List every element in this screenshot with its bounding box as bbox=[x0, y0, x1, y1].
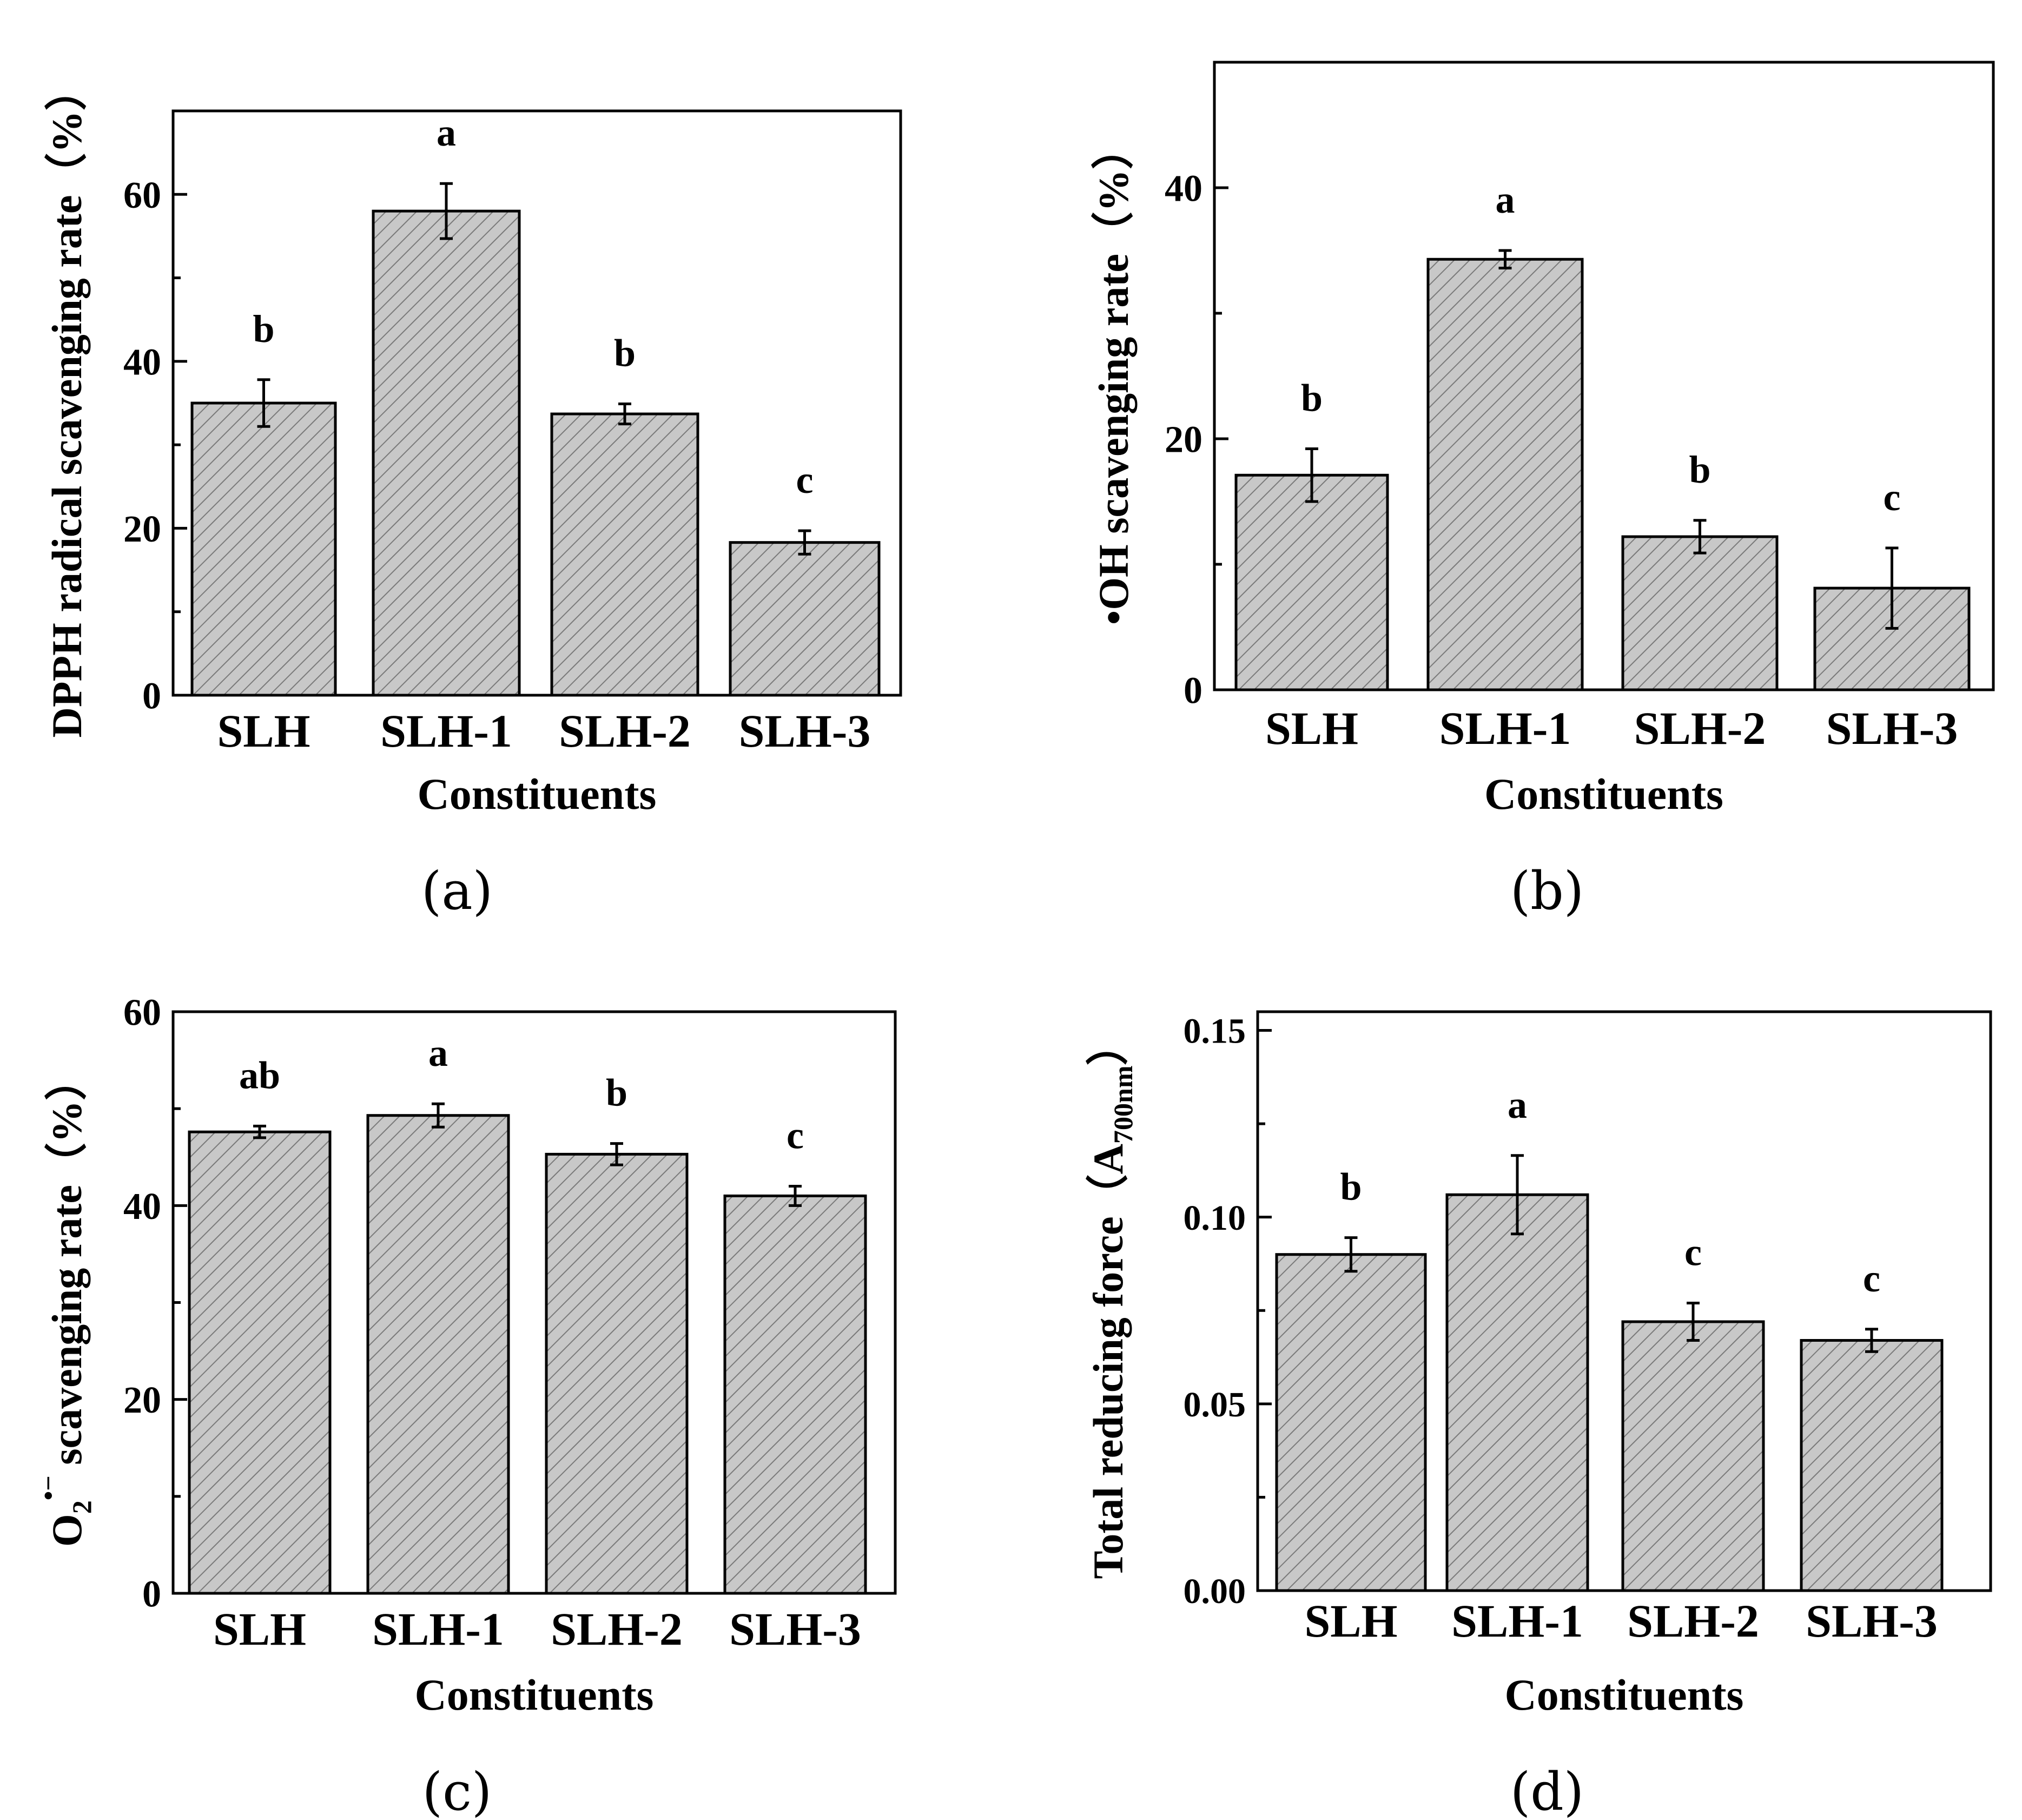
panel-2: b SLH a SLH-1 b SLH-2 c SLH-3 0 20 40 Constituents •… bbox=[1090, 61, 1995, 921]
bar-slh-1 bbox=[372, 209, 521, 697]
error-bar bbox=[789, 1185, 802, 1207]
significance-letter: c bbox=[787, 1114, 804, 1157]
error-bar bbox=[432, 1102, 445, 1129]
significance-letter: a bbox=[1496, 178, 1515, 221]
error-bar bbox=[1693, 519, 1707, 555]
x-tick-label: SLH bbox=[1265, 702, 1358, 754]
plot-frame bbox=[1213, 61, 1995, 691]
x-tick-label: SLH-1 bbox=[372, 1603, 504, 1655]
significance-letter: c bbox=[796, 458, 814, 502]
y-tick-label: 0 bbox=[142, 1574, 161, 1615]
panel-1: b SLH a SLH-1 b SLH-2 c SLH-3 0 20 40 60 Constituent… bbox=[43, 69, 902, 921]
x-tick-label: SLH-3 bbox=[1826, 702, 1958, 754]
x-tick-label: SLH bbox=[217, 705, 310, 757]
error-bar bbox=[1498, 249, 1512, 269]
significance-letter: c bbox=[1884, 476, 1901, 519]
panel-4: b SLH a SLH-1 c SLH-2 c SLH-3 0.00 0.05 0.10 0.15 Co… bbox=[1085, 1010, 1992, 1820]
y-tick-label: 60 bbox=[123, 992, 161, 1034]
error-bar bbox=[1511, 1154, 1524, 1236]
panel-caption: (d) bbox=[1510, 1762, 1584, 1820]
x-tick-label: SLH-1 bbox=[1451, 1595, 1583, 1647]
significance-letter: c bbox=[1684, 1230, 1702, 1274]
panel-caption: (a) bbox=[421, 861, 493, 921]
x-tick-label: SLH-2 bbox=[1627, 1595, 1759, 1647]
panel-caption: (c) bbox=[422, 1762, 492, 1820]
x-tick-label: SLH bbox=[213, 1603, 306, 1655]
x-axis-title: Constituents bbox=[415, 1670, 654, 1719]
y-tick-label: 20 bbox=[123, 509, 161, 550]
y-tick-label: 40 bbox=[123, 341, 161, 383]
x-tick-label: SLH-2 bbox=[559, 705, 691, 757]
y-tick-label: 0.05 bbox=[1184, 1385, 1246, 1425]
y-tick-label: 20 bbox=[1165, 419, 1202, 461]
y-axis-title: Total reducing force（A700nm） bbox=[1085, 1023, 1138, 1579]
significance-letter: b bbox=[606, 1071, 627, 1115]
panel-caption: (b) bbox=[1510, 861, 1584, 921]
bar-slh bbox=[188, 1130, 332, 1595]
x-tick-label: SLH-3 bbox=[1806, 1595, 1938, 1647]
bar-slh-2 bbox=[1621, 535, 1779, 691]
x-axis-title: Constituents bbox=[1484, 769, 1723, 819]
significance-letter: b bbox=[253, 307, 274, 351]
x-tick-label: SLH-3 bbox=[729, 1603, 861, 1655]
significance-letter: ab bbox=[239, 1053, 280, 1097]
significance-letter: b bbox=[1340, 1165, 1362, 1209]
y-tick-label: 40 bbox=[1165, 168, 1202, 210]
y-tick-label: 0 bbox=[1184, 670, 1202, 712]
x-tick-label: SLH-1 bbox=[380, 705, 512, 757]
error-bar bbox=[1885, 546, 1899, 630]
y-tick-label: 0.00 bbox=[1184, 1572, 1246, 1611]
significance-letter: b bbox=[1689, 448, 1710, 491]
bar-slh-3 bbox=[1800, 1338, 1944, 1592]
significance-letter: c bbox=[1863, 1257, 1880, 1300]
x-tick-label: SLH-1 bbox=[1439, 702, 1571, 754]
bar-slh-3 bbox=[723, 1194, 867, 1595]
y-axis-title: •OH scavenging rate（%） bbox=[1090, 127, 1137, 625]
bar-slh bbox=[1234, 473, 1389, 691]
bar-slh-1 bbox=[1426, 258, 1584, 691]
error-bar bbox=[618, 403, 631, 426]
x-axis-title: Constituents bbox=[418, 769, 657, 819]
y-axis-title: O2•− scavenging rate（%） bbox=[33, 1058, 97, 1547]
significance-letter: a bbox=[437, 111, 456, 154]
bar-slh-2 bbox=[545, 1152, 689, 1595]
error-bar bbox=[798, 529, 811, 556]
y-tick-label: 40 bbox=[123, 1186, 161, 1228]
plot-frame bbox=[171, 109, 902, 697]
bar-slh-3 bbox=[729, 541, 881, 697]
plot-frame bbox=[1256, 1010, 1992, 1592]
y-tick-label: 60 bbox=[123, 175, 161, 216]
error-bar bbox=[1687, 1301, 1700, 1342]
significance-letter: a bbox=[1508, 1083, 1527, 1126]
bar-slh-2 bbox=[550, 412, 699, 697]
bar-slh-1 bbox=[1445, 1193, 1589, 1592]
y-tick-label: 20 bbox=[123, 1380, 161, 1421]
x-tick-label: SLH-2 bbox=[1634, 702, 1766, 754]
x-tick-label: SLH-2 bbox=[551, 1603, 683, 1655]
error-bar bbox=[440, 182, 453, 240]
panel-3: ab SLH a SLH-1 b SLH-2 c SLH-3 0 20 40 60 Constituen… bbox=[33, 992, 897, 1820]
bar-slh-2 bbox=[1621, 1320, 1765, 1592]
error-bar bbox=[1305, 447, 1318, 503]
error-bar bbox=[1865, 1328, 1878, 1353]
bar-slh bbox=[1275, 1253, 1427, 1592]
y-tick-label: 0.15 bbox=[1184, 1012, 1246, 1051]
y-axis-title: DPPH radical scavenging rate（%） bbox=[43, 69, 90, 738]
bar-slh-1 bbox=[366, 1114, 510, 1595]
error-bar bbox=[257, 378, 270, 428]
error-bar bbox=[610, 1142, 623, 1166]
x-tick-label: SLH-3 bbox=[739, 705, 871, 757]
significance-letter: a bbox=[428, 1031, 448, 1074]
y-tick-label: 0.10 bbox=[1184, 1198, 1246, 1238]
error-bar bbox=[253, 1124, 266, 1139]
x-axis-title: Constituents bbox=[1505, 1670, 1744, 1719]
significance-letter: b bbox=[1301, 377, 1323, 420]
y-tick-label: 0 bbox=[142, 676, 161, 717]
significance-letter: b bbox=[614, 332, 636, 375]
x-tick-label: SLH bbox=[1304, 1595, 1397, 1647]
error-bar bbox=[1344, 1236, 1358, 1273]
bar-slh bbox=[190, 401, 337, 697]
